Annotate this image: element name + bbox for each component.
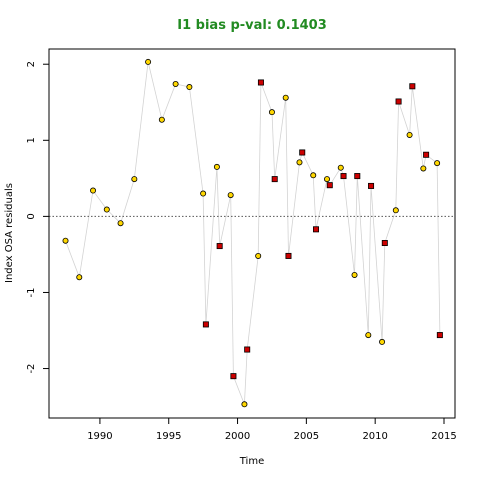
- data-point-circle: [227, 192, 234, 199]
- data-markers: [62, 58, 443, 408]
- data-point-square: [326, 182, 333, 189]
- y-tick-label: 0: [26, 213, 37, 219]
- data-point-circle: [186, 84, 193, 91]
- data-point-square: [285, 252, 292, 259]
- data-point-circle: [200, 190, 207, 197]
- plot-frame: [48, 48, 456, 419]
- data-point-circle: [310, 172, 317, 179]
- y-axis-label: Index OSA residuals: [4, 183, 15, 283]
- data-point-circle: [379, 338, 386, 345]
- data-point-circle: [62, 237, 69, 244]
- data-point-square: [340, 173, 347, 180]
- y-tick-label: 1: [26, 137, 37, 143]
- data-point-circle: [158, 116, 165, 123]
- data-point-square: [299, 149, 306, 156]
- data-point-circle: [213, 163, 220, 170]
- y-tick-label: -2: [26, 364, 37, 374]
- data-point-square: [436, 332, 443, 339]
- y-axis: -2 -1 0 1 2: [26, 61, 49, 374]
- data-point-circle: [117, 220, 124, 227]
- data-point-circle: [145, 58, 152, 65]
- data-point-square: [381, 240, 388, 247]
- data-point-square: [409, 83, 416, 90]
- data-point-circle: [90, 187, 97, 194]
- y-tick-label: -1: [26, 287, 37, 297]
- data-point-circle: [296, 159, 303, 166]
- data-point-square: [271, 176, 278, 183]
- data-point-square: [368, 182, 375, 189]
- x-tick-label: 2005: [294, 431, 319, 442]
- data-point-circle: [255, 252, 262, 259]
- data-point-square: [202, 321, 209, 328]
- data-point-circle: [103, 206, 110, 213]
- data-point-circle: [76, 274, 83, 281]
- chart-title: I1 bias p-val: 0.1403: [177, 18, 327, 33]
- data-point-circle: [324, 176, 331, 183]
- data-point-square: [312, 226, 319, 233]
- x-axis-label: Time: [239, 456, 264, 467]
- data-point-circle: [351, 271, 358, 278]
- data-point-circle: [420, 165, 427, 172]
- data-point-circle: [131, 176, 138, 183]
- x-tick-label: 2000: [225, 431, 250, 442]
- data-point-circle: [434, 160, 441, 167]
- x-axis: 1990 1995 2000 2005 2010 2015: [87, 418, 457, 442]
- y-tick-label: 2: [26, 61, 37, 67]
- data-point-circle: [282, 94, 289, 101]
- data-point-circle: [241, 401, 248, 408]
- data-point-square: [216, 243, 223, 250]
- x-tick-label: 2010: [362, 431, 387, 442]
- data-point-circle: [392, 207, 399, 214]
- data-point-square: [395, 98, 402, 105]
- x-tick-label: 1990: [87, 431, 112, 442]
- data-point-circle: [268, 109, 275, 116]
- data-point-circle: [406, 131, 413, 138]
- data-point-circle: [365, 332, 372, 339]
- data-point-square: [257, 79, 264, 86]
- data-point-circle: [337, 164, 344, 171]
- data-point-square: [230, 373, 237, 380]
- connector-line: [65, 61, 441, 405]
- data-point-square: [244, 346, 251, 353]
- data-point-square: [423, 151, 430, 158]
- data-point-square: [354, 173, 361, 180]
- data-point-circle: [172, 80, 179, 87]
- x-tick-label: 1995: [156, 431, 181, 442]
- x-tick-label: 2015: [431, 431, 456, 442]
- connector-lines: [65, 61, 441, 405]
